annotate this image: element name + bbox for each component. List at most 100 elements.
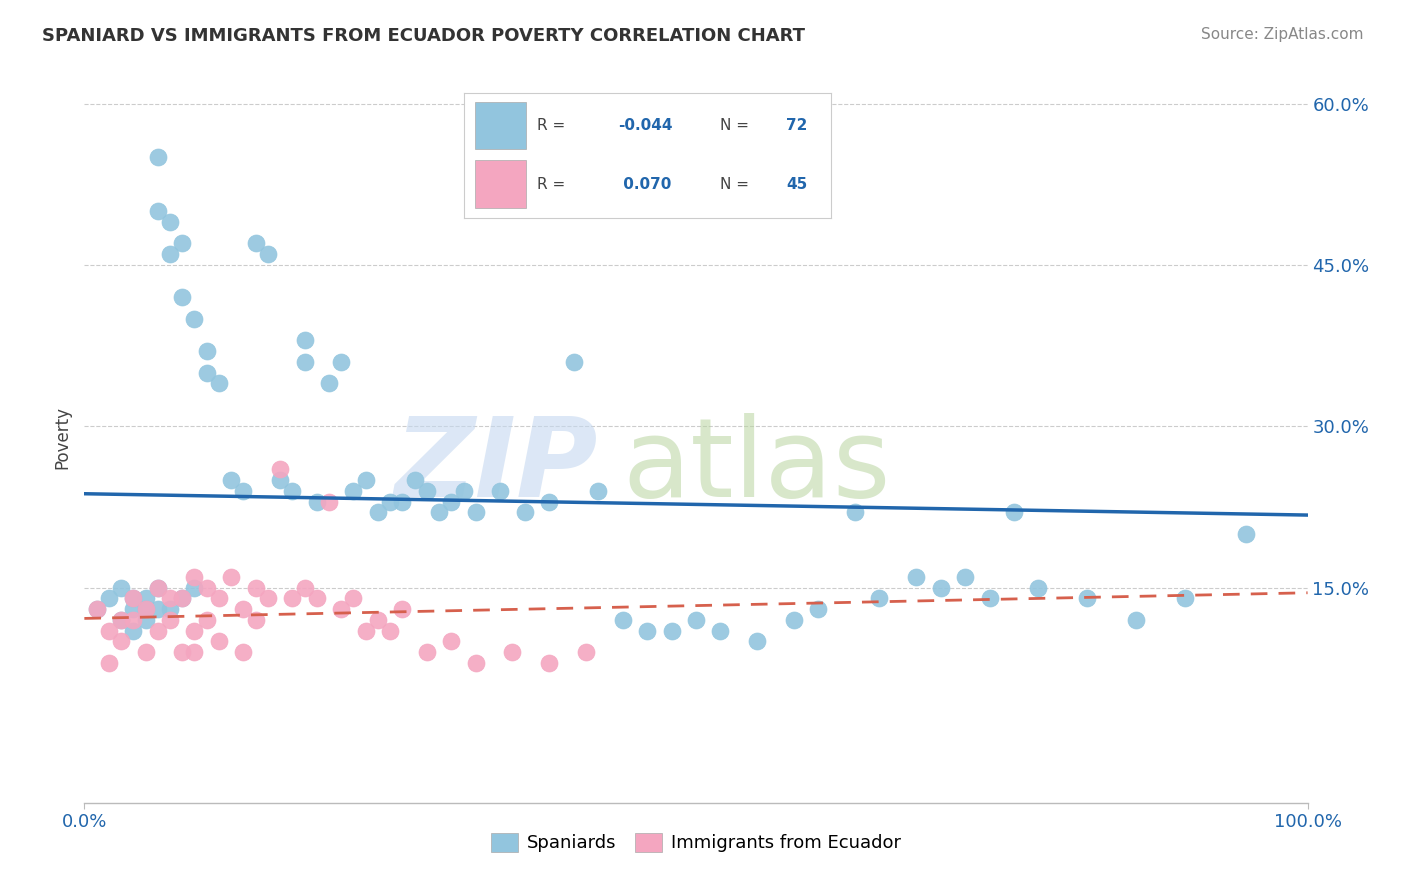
Point — [122, 591, 145, 606]
Point — [342, 483, 364, 498]
Point — [502, 645, 524, 659]
Point — [172, 591, 194, 606]
Point — [159, 591, 181, 606]
Point — [110, 634, 132, 648]
Point — [354, 473, 377, 487]
Point — [97, 591, 120, 606]
Point — [905, 570, 928, 584]
Point — [172, 591, 194, 606]
Point — [97, 624, 120, 638]
Point — [1076, 591, 1098, 606]
Point — [953, 570, 976, 584]
Text: Source: ZipAtlas.com: Source: ZipAtlas.com — [1201, 27, 1364, 42]
Point — [416, 645, 439, 659]
Point — [219, 473, 242, 487]
Point — [1002, 505, 1025, 519]
Point — [538, 494, 561, 508]
Point — [135, 602, 157, 616]
Point — [135, 613, 157, 627]
Point — [869, 591, 891, 606]
Point — [86, 602, 108, 616]
Point — [122, 624, 145, 638]
Point — [281, 483, 304, 498]
Point — [342, 591, 364, 606]
Point — [146, 581, 169, 595]
Point — [305, 591, 328, 606]
Point — [257, 591, 280, 606]
Point — [232, 483, 254, 498]
Point — [380, 624, 402, 638]
Point — [245, 613, 267, 627]
Point — [183, 581, 205, 595]
Point — [538, 656, 561, 670]
Text: ZIP: ZIP — [395, 413, 598, 520]
Point — [783, 613, 806, 627]
Point — [440, 494, 463, 508]
Point — [146, 624, 169, 638]
Point — [172, 645, 194, 659]
Point — [135, 602, 157, 616]
Point — [172, 290, 194, 304]
Point — [367, 613, 389, 627]
Point — [195, 366, 218, 380]
Point — [1125, 613, 1147, 627]
Point — [269, 473, 291, 487]
Point — [110, 613, 132, 627]
Point — [232, 645, 254, 659]
Point — [86, 602, 108, 616]
Point — [586, 483, 609, 498]
Point — [453, 483, 475, 498]
Point — [110, 581, 132, 595]
Text: atlas: atlas — [623, 413, 891, 520]
Point — [636, 624, 658, 638]
Point — [318, 376, 340, 391]
Point — [159, 215, 181, 229]
Point — [1236, 527, 1258, 541]
Text: SPANIARD VS IMMIGRANTS FROM ECUADOR POVERTY CORRELATION CHART: SPANIARD VS IMMIGRANTS FROM ECUADOR POVE… — [42, 27, 806, 45]
Point — [929, 581, 952, 595]
Point — [294, 355, 316, 369]
Point — [183, 570, 205, 584]
Point — [464, 656, 486, 670]
Point — [159, 613, 181, 627]
Point — [232, 602, 254, 616]
Point — [354, 624, 377, 638]
Point — [294, 333, 316, 347]
Point — [183, 311, 205, 326]
Point — [1174, 591, 1197, 606]
Point — [146, 150, 169, 164]
Point — [575, 645, 598, 659]
Point — [391, 602, 413, 616]
Point — [195, 613, 218, 627]
Point — [122, 602, 145, 616]
Point — [219, 570, 242, 584]
Point — [146, 581, 169, 595]
Y-axis label: Poverty: Poverty — [53, 406, 72, 468]
Point — [427, 505, 450, 519]
Point — [159, 602, 181, 616]
Point — [208, 634, 231, 648]
Point — [146, 204, 169, 219]
Point — [416, 483, 439, 498]
Point — [208, 591, 231, 606]
Point — [380, 494, 402, 508]
Point — [195, 581, 218, 595]
Point — [245, 581, 267, 595]
Point — [245, 236, 267, 251]
Point — [612, 613, 634, 627]
Point — [513, 505, 536, 519]
Point — [318, 494, 340, 508]
Point — [122, 591, 145, 606]
Point — [305, 494, 328, 508]
Point — [367, 505, 389, 519]
Point — [269, 462, 291, 476]
Point — [281, 591, 304, 606]
Point — [294, 581, 316, 595]
Point — [183, 624, 205, 638]
Point — [661, 624, 683, 638]
Point — [404, 473, 426, 487]
Point — [208, 376, 231, 391]
Point — [146, 602, 169, 616]
Point — [257, 247, 280, 261]
Point — [330, 355, 353, 369]
